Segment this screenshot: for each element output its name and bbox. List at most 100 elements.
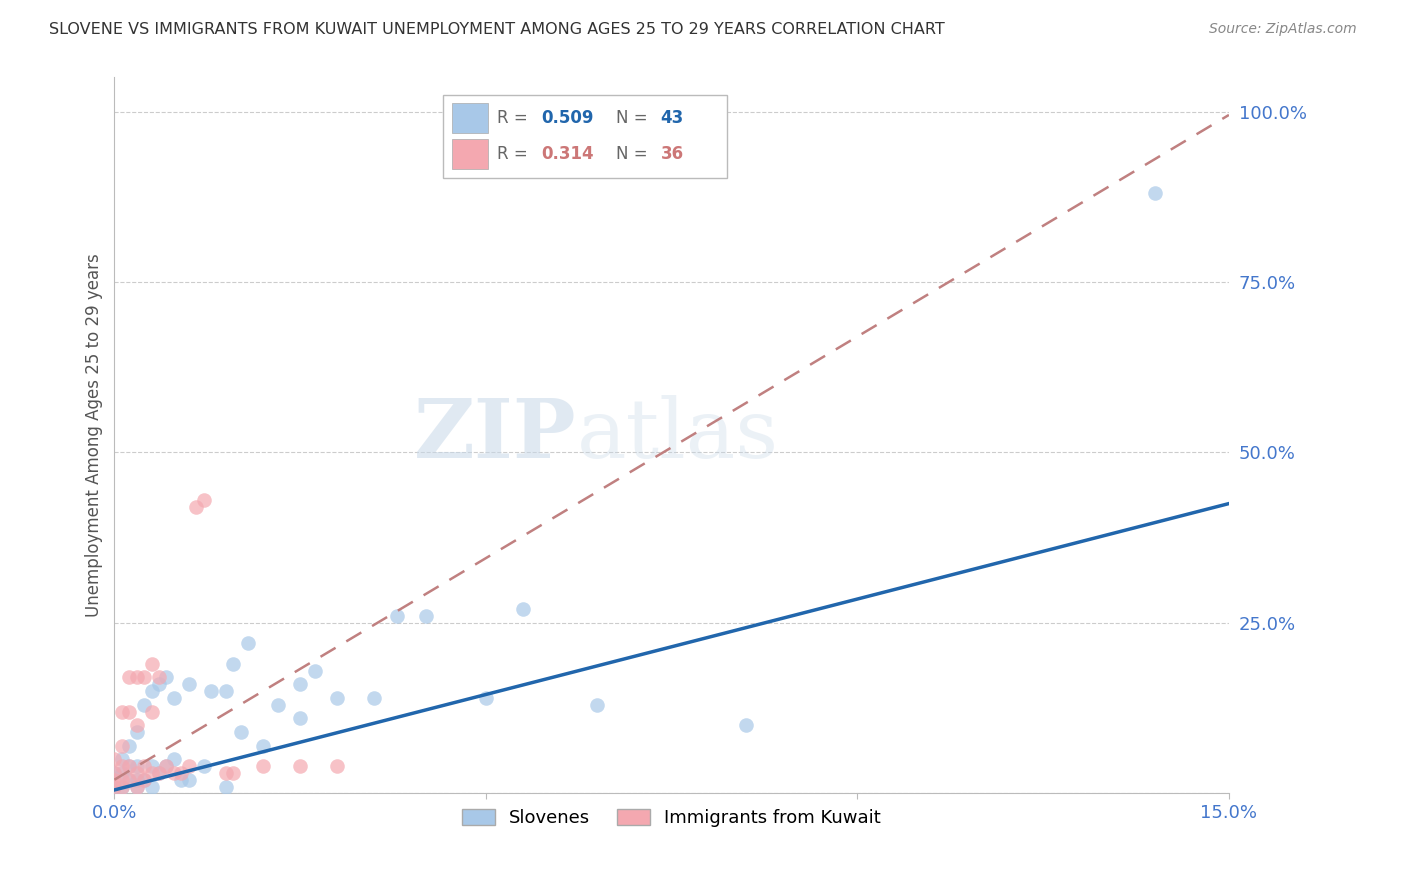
Point <box>103 752 125 766</box>
Text: 43: 43 <box>661 109 683 128</box>
Point <box>111 759 134 773</box>
Text: N =: N = <box>616 109 648 128</box>
Point <box>222 657 245 671</box>
Point <box>111 752 134 766</box>
Point <box>134 670 156 684</box>
Point <box>200 684 222 698</box>
Text: 36: 36 <box>661 145 683 163</box>
Point <box>134 698 156 712</box>
Point <box>118 705 141 719</box>
Point <box>415 609 437 624</box>
Point <box>141 705 163 719</box>
Text: 0.314: 0.314 <box>541 145 593 163</box>
Point <box>125 759 148 773</box>
Point <box>512 602 534 616</box>
Point <box>252 759 274 773</box>
Point <box>177 759 200 773</box>
Point <box>215 780 238 794</box>
Point <box>118 759 141 773</box>
Point <box>252 739 274 753</box>
Y-axis label: Unemployment Among Ages 25 to 29 years: Unemployment Among Ages 25 to 29 years <box>86 253 103 617</box>
Point <box>186 500 208 514</box>
Text: R =: R = <box>496 145 527 163</box>
Point <box>141 765 163 780</box>
Point <box>155 759 177 773</box>
Point <box>103 772 125 787</box>
Point <box>288 759 311 773</box>
Point <box>177 772 200 787</box>
Point <box>475 690 498 705</box>
Text: ZIP: ZIP <box>415 395 576 475</box>
Point <box>215 684 238 698</box>
Point <box>326 690 349 705</box>
Point <box>229 725 252 739</box>
Text: Source: ZipAtlas.com: Source: ZipAtlas.com <box>1209 22 1357 37</box>
Point <box>111 780 134 794</box>
Point <box>134 759 156 773</box>
Text: R =: R = <box>496 109 527 128</box>
Point <box>148 765 170 780</box>
Point <box>148 677 170 691</box>
Point <box>118 772 141 787</box>
Point <box>103 765 125 780</box>
Text: SLOVENE VS IMMIGRANTS FROM KUWAIT UNEMPLOYMENT AMONG AGES 25 TO 29 YEARS CORRELA: SLOVENE VS IMMIGRANTS FROM KUWAIT UNEMPL… <box>49 22 945 37</box>
Text: N =: N = <box>616 145 648 163</box>
Point <box>134 772 156 787</box>
Point <box>125 718 148 732</box>
Text: 0.509: 0.509 <box>541 109 593 128</box>
Point <box>326 759 349 773</box>
Point <box>215 765 238 780</box>
Point <box>288 677 311 691</box>
Point <box>177 677 200 691</box>
Point <box>111 765 134 780</box>
Point <box>193 493 215 508</box>
Point <box>236 636 259 650</box>
Point <box>111 739 134 753</box>
FancyBboxPatch shape <box>443 95 727 178</box>
Point <box>125 780 148 794</box>
Point <box>111 772 134 787</box>
Point <box>103 765 125 780</box>
Point <box>155 759 177 773</box>
Point <box>111 705 134 719</box>
Point <box>363 690 385 705</box>
Point <box>163 765 186 780</box>
Point <box>267 698 290 712</box>
Point <box>385 609 408 624</box>
Point <box>141 780 163 794</box>
Point <box>125 670 148 684</box>
Point <box>735 718 758 732</box>
Point <box>125 772 148 787</box>
Point <box>141 684 163 698</box>
Point <box>193 759 215 773</box>
Point <box>170 765 193 780</box>
Point <box>125 780 148 794</box>
Point <box>125 725 148 739</box>
Point <box>148 670 170 684</box>
Point <box>141 759 163 773</box>
FancyBboxPatch shape <box>453 139 488 169</box>
Point <box>1143 186 1166 201</box>
Point <box>163 690 186 705</box>
Point <box>170 772 193 787</box>
Point <box>118 670 141 684</box>
Point <box>141 657 163 671</box>
Point <box>118 759 141 773</box>
Point <box>288 711 311 725</box>
Point <box>111 780 134 794</box>
Point <box>148 765 170 780</box>
Point <box>222 765 245 780</box>
Text: atlas: atlas <box>576 395 779 475</box>
Point <box>118 739 141 753</box>
Point <box>163 752 186 766</box>
Point <box>155 670 177 684</box>
Legend: Slovenes, Immigrants from Kuwait: Slovenes, Immigrants from Kuwait <box>456 802 889 834</box>
Point <box>103 780 125 794</box>
Point <box>125 765 148 780</box>
Point <box>118 772 141 787</box>
Point <box>103 780 125 794</box>
Point <box>586 698 609 712</box>
Point <box>304 664 326 678</box>
Point <box>134 772 156 787</box>
FancyBboxPatch shape <box>453 103 488 133</box>
